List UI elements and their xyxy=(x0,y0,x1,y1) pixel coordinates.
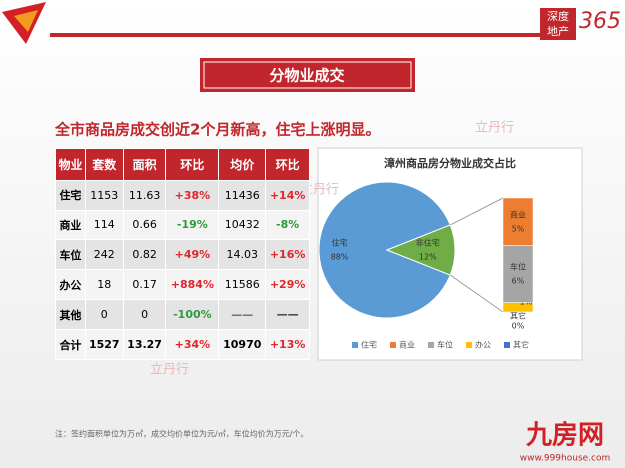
table-cell: 0.66 xyxy=(122,209,167,241)
legend-label: 办公 xyxy=(475,340,491,350)
pie-slice xyxy=(385,224,456,276)
segment-value: 5% xyxy=(512,224,525,233)
table-cell: +38% xyxy=(165,179,220,211)
table-cell: 242 xyxy=(84,239,124,271)
pie-slice xyxy=(318,181,451,319)
table-row: 车位 242 0.82 +49% 14.03 +16% xyxy=(55,239,310,271)
bar-segment xyxy=(502,245,534,303)
watermark: 立丹行 xyxy=(475,121,514,136)
table-row: 办公 18 0.17 +884% 11586 +29% xyxy=(55,269,310,301)
slice-value: 12% xyxy=(419,253,437,262)
table-cell: +49% xyxy=(165,239,220,271)
footer-url: www.999house.com xyxy=(520,454,611,464)
table-cell: 10432 xyxy=(218,209,267,241)
connector xyxy=(449,274,504,313)
segment-label: 其它 xyxy=(510,311,526,321)
table-cell: 18 xyxy=(84,269,124,301)
table-cell: 住宅 xyxy=(55,179,86,211)
table-cell: 1527 xyxy=(84,329,124,360)
logo-text: 深度 xyxy=(547,9,569,23)
legend-label: 商业 xyxy=(399,340,415,350)
legend-label: 住宅 xyxy=(361,340,377,350)
table-cell: 0.17 xyxy=(122,269,167,301)
table-cell: 10970 xyxy=(218,329,267,360)
legend-label: 车位 xyxy=(437,340,453,350)
table-cell: 11.63 xyxy=(122,179,167,211)
table-row: 其他 0 0 -100% —— —— xyxy=(55,299,310,331)
table-cell: 0.82 xyxy=(122,239,167,271)
slice-label: 非住宅 xyxy=(416,238,440,248)
table-row: 商业 114 0.66 -19% 10432 -8% xyxy=(55,209,310,241)
legend-swatch xyxy=(428,342,434,348)
logo-text: 地产 xyxy=(547,24,569,38)
table-cell: 1153 xyxy=(84,179,124,211)
table-cell: 环比 xyxy=(265,148,310,181)
footer-brand: 九房网 xyxy=(525,421,604,451)
legend-swatch xyxy=(504,342,510,348)
table-cell: +29% xyxy=(265,269,310,301)
table-cell: 均价 xyxy=(218,148,267,181)
table-cell: 车位 xyxy=(55,239,86,271)
table-cell: +13% xyxy=(265,329,310,360)
banner-box xyxy=(200,58,415,92)
segment-value: 6% xyxy=(512,277,525,286)
table-cell: +14% xyxy=(265,179,310,211)
table-cell: 商业 xyxy=(55,209,86,241)
table-cell: 套数 xyxy=(84,148,124,181)
top-rule xyxy=(50,33,540,37)
slice-label: 住宅 xyxy=(332,238,348,248)
table-cell: 13.27 xyxy=(122,329,167,360)
table-cell: 环比 xyxy=(165,148,220,181)
legend-swatch xyxy=(466,342,472,348)
table-cell: 114 xyxy=(84,209,124,241)
table-cell: —— xyxy=(265,299,310,331)
bar-segment xyxy=(502,197,534,246)
legend-swatch xyxy=(390,342,396,348)
table-cell: —— xyxy=(218,299,267,331)
table-cell: 物业 xyxy=(55,148,86,181)
segment-value: 0% xyxy=(512,322,525,331)
banner-border xyxy=(203,61,412,89)
legend-swatch xyxy=(352,342,358,348)
banner-title: 分物业成交 xyxy=(269,67,344,85)
table-cell: 合计 xyxy=(55,329,86,360)
headline: 全市商品房成交创近2个月新高，住宅上涨明显。 xyxy=(54,121,380,139)
logo-mark xyxy=(14,10,38,32)
table-cell: -19% xyxy=(165,209,220,241)
table-cell: 14.03 xyxy=(218,239,267,271)
table-cell: 0 xyxy=(84,299,124,331)
table-cell: 面积 xyxy=(122,148,167,181)
segment-label: 车位 xyxy=(510,262,526,272)
watermark: 立丹行 xyxy=(300,183,339,198)
watermark: 立丹行 xyxy=(150,363,189,378)
note: 注：签约面积单位为万㎡，成交均价单位为元/㎡，车位均价为万元/个。 xyxy=(55,429,308,439)
table-cell: +884% xyxy=(165,269,220,301)
table-cell: 0 xyxy=(122,299,167,331)
table-cell: +16% xyxy=(265,239,310,271)
legend-label: 其它 xyxy=(513,340,529,350)
logo-box xyxy=(540,8,576,40)
table-cell: 11586 xyxy=(218,269,267,301)
table-cell: 其他 xyxy=(55,299,86,331)
data-table: 物业 套数 面积 环比 均价 环比 住宅 1153 11.63 +38% 11436 +14% 商业 11… xyxy=(55,148,310,360)
segment-label: 商业 xyxy=(510,209,526,219)
table-row: 物业 套数 面积 环比 均价 环比 xyxy=(55,148,310,181)
table-row: 住宅 1153 11.63 +38% 11436 +14% xyxy=(55,179,310,211)
table-row: 合计 1527 13.27 +34% 10970 +13% xyxy=(55,329,310,360)
connector xyxy=(449,197,504,226)
table-cell: 办公 xyxy=(55,269,86,301)
slice-value: 88% xyxy=(331,253,349,262)
table-cell: -100% xyxy=(165,299,220,331)
table-cell: -8% xyxy=(265,209,310,241)
chart-title: 漳州商品房分物业成交占比 xyxy=(384,156,516,170)
table-cell: +34% xyxy=(165,329,220,360)
table-cell: 11436 xyxy=(218,179,267,211)
logo-number: 365 xyxy=(579,9,621,34)
